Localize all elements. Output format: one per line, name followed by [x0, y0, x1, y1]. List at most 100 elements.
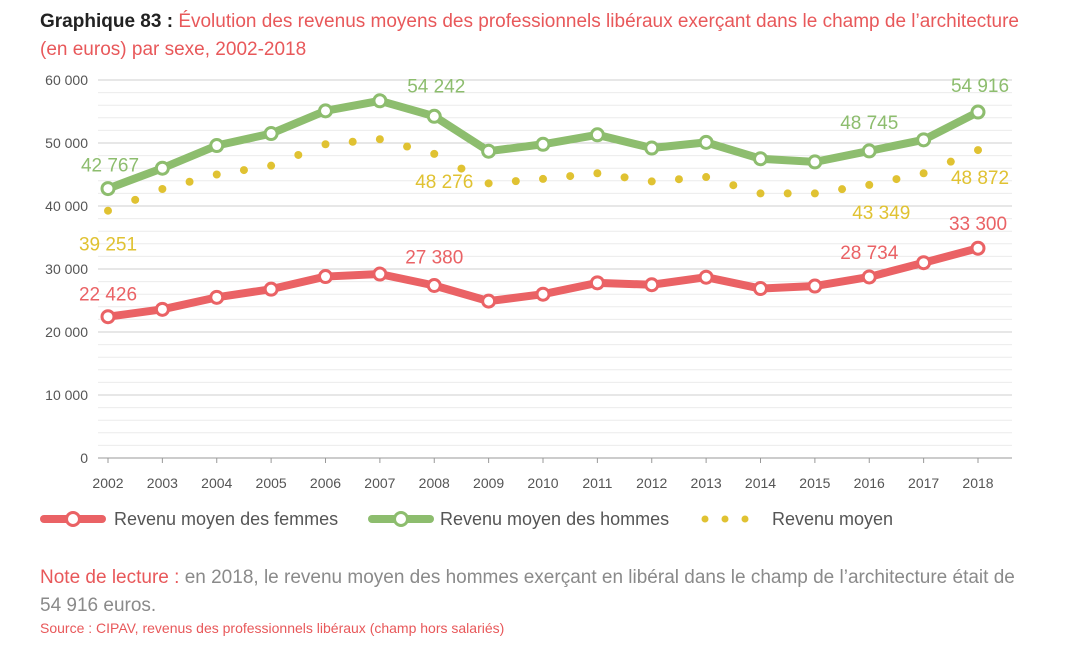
data-point — [158, 184, 167, 193]
data-point — [154, 160, 170, 176]
data-point — [100, 181, 116, 197]
data-point — [861, 269, 877, 285]
legend-label: Revenu moyen des femmes — [114, 509, 338, 529]
legend-item: Revenu moyen des hommes — [368, 509, 669, 529]
y-tick-label: 30 000 — [45, 261, 88, 277]
data-point — [807, 278, 823, 294]
interpolated-dot — [946, 157, 955, 166]
legend-item: Revenu moyen — [701, 509, 893, 529]
interpolated-dot — [511, 177, 520, 186]
interpolated-dot — [783, 189, 792, 198]
grid-lines — [98, 79, 1012, 446]
legend-swatch — [701, 515, 709, 523]
interpolated-dot — [838, 185, 847, 194]
data-point — [154, 301, 170, 317]
source: Source : CIPAV, revenus des professionne… — [40, 620, 504, 636]
x-tick-label: 2017 — [908, 475, 939, 491]
data-point — [970, 104, 986, 120]
data-point — [753, 281, 768, 297]
data-label: 48 276 — [415, 172, 473, 193]
reading-note-text: en 2018, le revenu moyen des hommes exer… — [40, 567, 1015, 616]
x-tick-label: 2004 — [201, 475, 232, 491]
legend-item: Revenu moyen des femmes — [40, 509, 338, 529]
data-label: 54 242 — [407, 76, 465, 97]
data-point — [426, 278, 442, 294]
data-point — [426, 108, 442, 124]
data-point — [535, 286, 551, 302]
reading-note: Note de lecture : en 2018, le revenu moy… — [40, 564, 1040, 620]
data-point — [212, 170, 221, 179]
data-point — [916, 132, 932, 148]
data-label: 39 251 — [79, 235, 137, 256]
data-point — [644, 277, 660, 293]
x-tick-label: 2003 — [147, 475, 178, 491]
x-tick-label: 2015 — [799, 475, 830, 491]
data-point — [372, 93, 388, 109]
interpolated-dot — [131, 195, 140, 204]
data-point — [698, 269, 714, 285]
series-revenu-moyen — [104, 135, 982, 215]
data-point — [807, 154, 823, 170]
series-layer — [100, 93, 986, 325]
data-label: 54 916 — [951, 76, 1009, 97]
x-tick-label: 2007 — [364, 475, 395, 491]
axes: 0 10 000 20 000 30 000 40 000 50 000 60 000 200… — [45, 72, 1012, 491]
data-point — [267, 161, 276, 170]
data-point — [481, 293, 497, 309]
y-tick-label: 0 — [80, 450, 88, 466]
interpolated-dot — [239, 166, 248, 175]
interpolated-dot — [348, 137, 357, 146]
data-point — [209, 289, 225, 305]
x-tick-label: 2005 — [256, 475, 287, 491]
x-tick-label: 2012 — [636, 475, 667, 491]
line-chart: 0 10 000 20 000 30 000 40 000 50 000 60 000 200… — [40, 72, 1012, 529]
legend-swatch — [741, 515, 749, 523]
interpolated-dot — [620, 173, 629, 182]
data-label: 48 745 — [840, 113, 898, 134]
data-point — [372, 266, 388, 282]
chart-title: Graphique 83 : Évolution des revenus moy… — [40, 8, 1040, 64]
data-point — [647, 177, 656, 186]
data-point — [589, 275, 605, 291]
data-point — [539, 174, 547, 183]
data-point — [589, 127, 605, 143]
y-tick-label: 60 000 — [45, 72, 88, 88]
data-point — [702, 173, 711, 182]
data-point — [861, 143, 877, 159]
data-label: 33 300 — [949, 214, 1007, 235]
chart-title-text: Évolution des revenus moyens des profess… — [40, 11, 1019, 60]
data-point — [865, 180, 874, 189]
data-point — [321, 140, 330, 149]
interpolated-dot — [294, 150, 303, 159]
data-point — [919, 169, 928, 178]
chart-number: Graphique 83 : — [40, 11, 174, 32]
data-label: 43 349 — [852, 203, 910, 224]
interpolated-dot — [566, 172, 575, 181]
interpolated-dot — [729, 181, 738, 190]
data-point — [104, 206, 112, 215]
x-tick-label: 2013 — [691, 475, 722, 491]
interpolated-dot — [674, 175, 683, 184]
series-revenu-moyen-des-femmes — [100, 240, 986, 325]
x-tick-label: 2011 — [582, 475, 612, 491]
y-tick-label: 40 000 — [45, 198, 88, 214]
x-tick-label: 2018 — [962, 475, 993, 491]
data-point — [100, 309, 116, 325]
x-tick-label: 2016 — [854, 475, 885, 491]
data-point — [698, 134, 714, 150]
data-point — [810, 189, 819, 198]
data-point — [430, 149, 439, 158]
x-tick-label: 2008 — [419, 475, 450, 491]
x-tick-label: 2010 — [527, 475, 558, 491]
data-point — [753, 151, 768, 167]
reading-note-label: Note de lecture : — [40, 567, 180, 588]
y-tick-label: 20 000 — [45, 324, 88, 340]
x-tick-label: 2009 — [473, 475, 504, 491]
x-tick-label: 2002 — [92, 475, 123, 491]
data-point — [974, 146, 982, 155]
legend: Revenu moyen des femmes Revenu moyen des … — [40, 509, 893, 529]
interpolated-dot — [403, 142, 412, 151]
legend-marker — [393, 511, 409, 527]
y-tick-label: 50 000 — [45, 135, 88, 151]
data-label: 22 426 — [79, 285, 137, 306]
